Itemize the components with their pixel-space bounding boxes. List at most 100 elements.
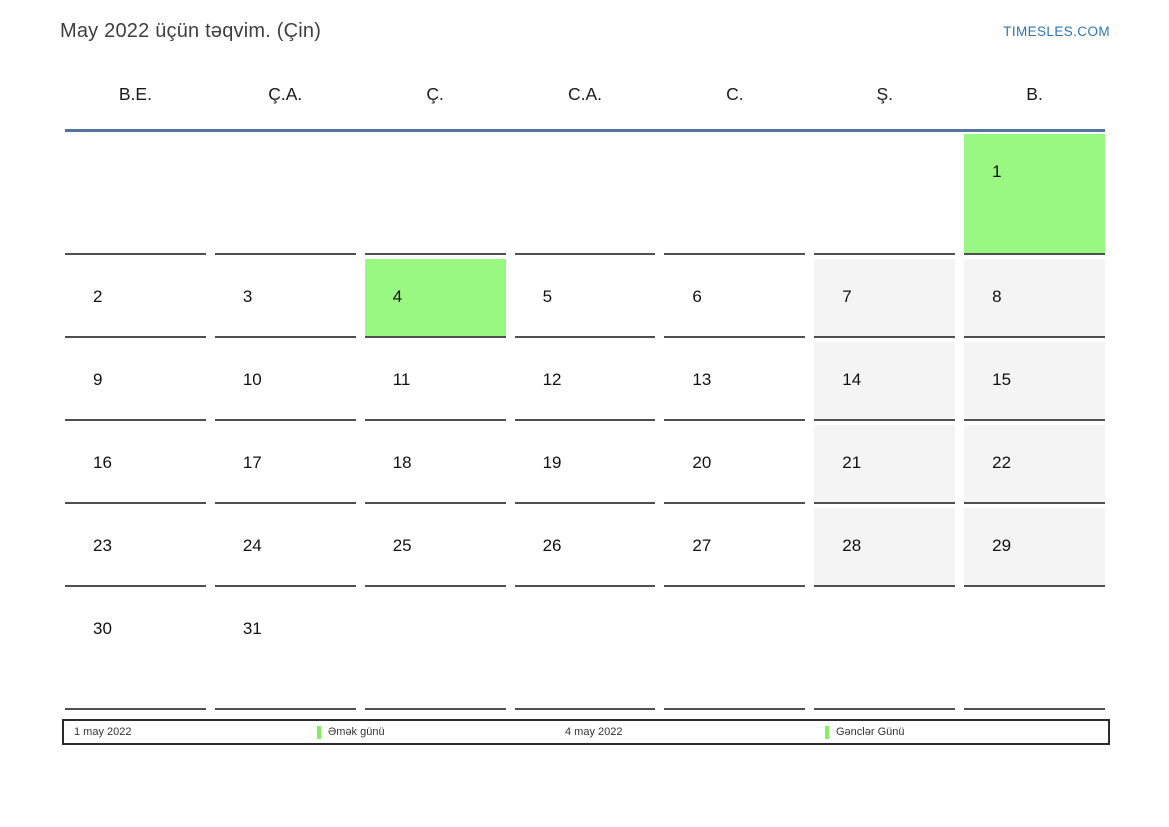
day-number: 28: [842, 536, 862, 555]
weekday-header: Ç.A.: [268, 84, 303, 104]
weekday-header: Ş.: [876, 84, 893, 104]
day-cell-28[interactable]: 28: [814, 508, 956, 587]
day-cell-17[interactable]: 17: [214, 425, 356, 504]
day-number: 25: [392, 536, 412, 555]
weekday-header: C.A.: [567, 84, 603, 104]
day-cell-5[interactable]: 5: [514, 259, 656, 338]
day-cell-empty: [364, 591, 506, 710]
day-number: 14: [842, 370, 862, 389]
day-cell-11[interactable]: 11: [364, 342, 506, 421]
day-cell-12[interactable]: 12: [514, 342, 656, 421]
day-cell-empty: [214, 134, 356, 255]
day-cell-10[interactable]: 10: [214, 342, 356, 421]
legend-date: 4 may 2022: [565, 726, 623, 738]
day-cell-24[interactable]: 24: [214, 508, 356, 587]
calendar-week-row: 2 3 4 5 6 7 8: [65, 259, 1105, 338]
day-number: 9: [93, 370, 103, 389]
day-cell-1[interactable]: 1: [964, 134, 1105, 255]
legend-bar: 1 may 2022 Əmək günü 4 may 2022 Gənclər …: [62, 719, 1110, 745]
day-cell-19[interactable]: 19: [514, 425, 656, 504]
weekday-header: B.E.: [118, 84, 152, 104]
day-number: 17: [242, 453, 262, 472]
day-number: 8: [992, 287, 1002, 306]
calendar-week-row: 9 10 11 12 13 14 15: [65, 342, 1105, 421]
header-divider: [65, 129, 1105, 132]
day-cell-empty: [964, 591, 1105, 710]
day-cell-empty: [65, 134, 206, 255]
day-number: 26: [542, 536, 562, 555]
day-cell-empty: [664, 591, 806, 710]
day-cell-27[interactable]: 27: [664, 508, 806, 587]
holiday-marker-icon: [317, 725, 321, 739]
day-cell-14[interactable]: 14: [814, 342, 956, 421]
day-number: 6: [692, 287, 702, 306]
day-cell-9[interactable]: 9: [65, 342, 206, 421]
day-cell-2[interactable]: 2: [65, 259, 206, 338]
day-cell-30[interactable]: 30: [65, 591, 206, 710]
day-number: 23: [93, 536, 112, 555]
day-number: 12: [542, 370, 562, 389]
day-cell-empty: [664, 134, 806, 255]
day-cell-8[interactable]: 8: [964, 259, 1105, 338]
weekday-header-row: B.E. Ç.A. Ç. C.A. C. Ş. B.: [65, 84, 1105, 105]
day-number: 30: [93, 619, 112, 638]
day-cell-31[interactable]: 31: [214, 591, 356, 710]
legend-label: Əmək günü: [328, 726, 385, 738]
day-cell-16[interactable]: 16: [65, 425, 206, 504]
day-cell-23[interactable]: 23: [65, 508, 206, 587]
day-number: 31: [242, 619, 262, 638]
calendar-week-row: 16 17 18 19 20 21 22: [65, 425, 1105, 504]
day-cell-15[interactable]: 15: [964, 342, 1105, 421]
weekday-header: Ç.: [426, 84, 444, 104]
page-title: May 2022 üçün təqvim. (Çin): [60, 20, 322, 42]
holiday-marker-icon: [825, 725, 829, 739]
day-number: 11: [392, 370, 411, 389]
day-cell-empty: [814, 134, 956, 255]
day-cell-26[interactable]: 26: [514, 508, 656, 587]
day-number: 16: [93, 453, 112, 472]
legend-label: Gənclər Günü: [836, 726, 905, 738]
day-cell-22[interactable]: 22: [964, 425, 1105, 504]
day-cell-13[interactable]: 13: [664, 342, 806, 421]
weekday-header: C.: [726, 84, 744, 104]
page-header: May 2022 üçün təqvim. (Çin) TIMESLES.COM: [60, 20, 1110, 50]
day-number: 2: [93, 287, 103, 306]
calendar-grid: 1 2 3 4 5 6 7 8 9 10 11 12 13 14 15 16 17 18 19 20 21 22 23 24 2…: [65, 134, 1105, 714]
day-cell-3[interactable]: 3: [214, 259, 356, 338]
day-cell-7[interactable]: 7: [814, 259, 956, 338]
day-number: 13: [692, 370, 712, 389]
day-number: 21: [842, 453, 862, 472]
day-cell-empty: [514, 134, 656, 255]
day-cell-20[interactable]: 20: [664, 425, 806, 504]
calendar-week-row: 1: [65, 134, 1105, 255]
day-number: 24: [242, 536, 262, 555]
legend-item: Əmək günü: [317, 721, 385, 743]
day-cell-21[interactable]: 21: [814, 425, 956, 504]
legend-item: Gənclər Günü: [825, 721, 904, 743]
day-cell-empty: [814, 591, 956, 710]
day-number: 10: [242, 370, 262, 389]
site-link[interactable]: TIMESLES.COM: [1003, 24, 1110, 39]
day-cell-18[interactable]: 18: [364, 425, 506, 504]
day-number: 3: [242, 287, 253, 306]
day-number: 4: [392, 287, 403, 306]
day-cell-4[interactable]: 4: [364, 259, 506, 338]
day-number: 22: [992, 453, 1012, 472]
day-number: 27: [692, 536, 712, 555]
day-number: 1: [992, 162, 1002, 181]
legend-date: 1 may 2022: [74, 726, 132, 738]
day-number: 15: [992, 370, 1012, 389]
day-cell-25[interactable]: 25: [364, 508, 506, 587]
day-number: 7: [842, 287, 852, 306]
weekday-header: B.: [1026, 84, 1043, 104]
calendar-week-row: 23 24 25 26 27 28 29: [65, 508, 1105, 587]
day-number: 5: [542, 287, 553, 306]
calendar-week-row: 30 31: [65, 591, 1105, 710]
day-number: 18: [392, 453, 412, 472]
day-cell-empty: [514, 591, 656, 710]
day-cell-empty: [364, 134, 506, 255]
day-cell-29[interactable]: 29: [964, 508, 1105, 587]
day-number: 20: [692, 453, 712, 472]
day-cell-6[interactable]: 6: [664, 259, 806, 338]
